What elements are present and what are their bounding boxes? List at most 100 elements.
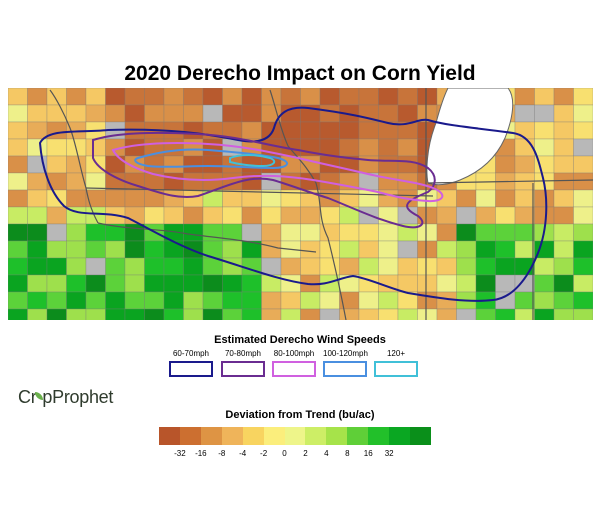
county-cell [46,223,67,242]
county-cell [183,88,204,106]
county-cell [183,308,204,320]
county-cell [27,206,48,225]
county-cell [319,206,340,225]
county-cell [46,206,67,225]
colorbar-cell [410,427,431,445]
county-cell [573,121,593,140]
county-cell [46,308,67,320]
county-cell [85,257,106,276]
county-cell [573,138,593,157]
county-cell [163,308,184,320]
county-cell [261,121,282,140]
county-cell [319,291,340,310]
county-cell [300,240,321,259]
county-cell [124,223,145,242]
deviation-legend-title: Deviation from Trend (bu/ac) [225,409,375,421]
county-cell [378,138,399,157]
corn-yield-map [8,88,593,320]
county-cell [319,121,340,140]
county-cell [183,274,204,293]
county-cell [183,189,204,208]
contour-100-120mph [134,148,288,170]
county-cell [261,88,282,106]
county-cell [241,223,262,242]
county-cell [378,88,399,106]
colorbar-tick-label: 32 [384,449,394,458]
county-cell [124,291,145,310]
county-cell [183,138,204,157]
county-cell [46,172,67,191]
colorbar-cell [242,427,264,445]
colorbar-cell [179,427,201,445]
county-cell [534,104,555,123]
county-cell [202,206,223,225]
county-cell [300,291,321,310]
county-cell [261,240,282,259]
colorbar-cell [368,427,390,445]
county-cell [417,274,438,293]
county-cell [222,291,243,310]
county-cell [280,274,301,293]
county-cell [456,223,477,242]
county-cell [553,104,574,123]
colorbar-tick-label: -32 [174,449,186,458]
county-cell [241,121,262,140]
contour-120plus [229,154,276,168]
county-cell [456,274,477,293]
county-cell [261,223,282,242]
county-cell [280,206,301,225]
county-cell [222,308,243,320]
county-cell [183,155,204,174]
county-cell [105,291,126,310]
county-cell [27,172,48,191]
county-cell [358,291,379,310]
county-cell [553,240,574,259]
county-cell [8,274,28,293]
colorbar-cell [389,427,411,445]
county-cell [339,121,360,140]
county-cell [183,172,204,191]
county-cell [456,206,477,225]
county-cell [8,189,28,208]
county-cell [495,308,516,320]
county-cell [436,308,457,320]
wind-legend-label: 80-100mph [273,349,315,358]
county-cell [280,88,301,106]
county-cell [144,257,165,276]
county-cell [573,291,593,310]
county-cell [534,274,555,293]
county-cell [163,104,184,123]
county-cell [46,291,67,310]
county-cell [573,223,593,242]
county-cell [202,308,223,320]
county-cell [553,274,574,293]
county-cell [300,88,321,106]
county-cell [105,308,126,320]
county-cell [8,240,28,259]
county-cell [475,206,496,225]
county-cell [553,223,574,242]
wind-legend-label: 70-80mph [224,349,262,358]
county-cell [456,240,477,259]
county-cell [397,155,418,174]
county-cell [456,189,477,208]
county-cell [495,240,516,259]
colorbar-cell [284,427,306,445]
county-cell [534,257,555,276]
wind-legend-swatch [272,361,316,377]
county-cell [46,240,67,259]
contour-80-100mph [111,142,444,203]
county-cell [514,104,535,123]
county-cell [66,88,87,106]
wind-legend-item-70-80: 70-80mph [221,349,265,377]
county-cell [358,257,379,276]
county-cell [573,172,593,191]
county-cell [222,189,243,208]
county-cell [8,223,28,242]
county-cell [495,189,516,208]
county-cell [85,88,106,106]
county-cell [534,308,555,320]
county-cell [124,240,145,259]
county-cell [66,189,87,208]
county-cell [8,172,28,191]
